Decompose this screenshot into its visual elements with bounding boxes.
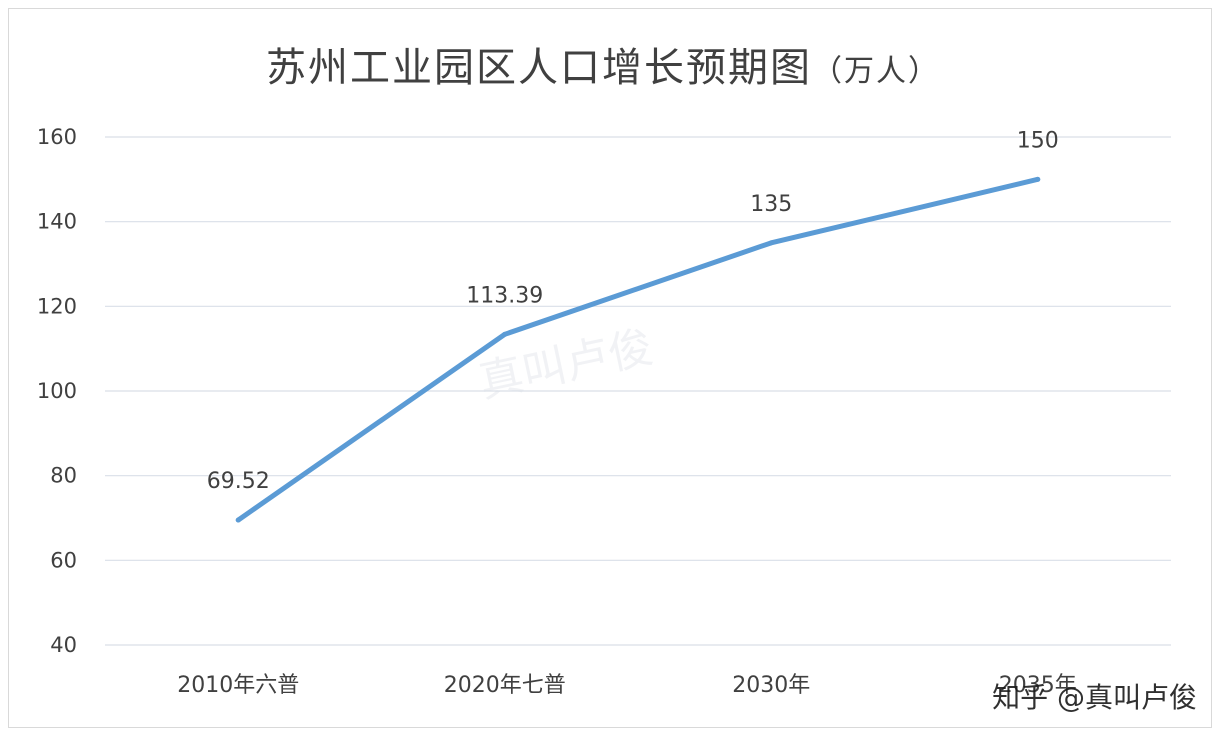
y-tick-label: 60 [50,548,77,572]
chart-frame: 真叫卢俊 40 60 80 100 120 140 160 2010年六普 2020年七普 20… [8,8,1212,728]
x-category-label: 2030年 [732,673,810,698]
data-label: 113.39 [466,283,543,308]
series-line [235,176,1041,523]
data-point [1035,176,1041,182]
x-category-label: 2010年六普 [177,673,299,698]
y-tick-label: 80 [50,464,77,488]
chart-title-main: 苏州工业园区人口增长预期图 [266,45,812,91]
gridlines [105,136,1171,646]
data-point [768,240,774,246]
watermark: 知乎 @真叫卢俊 [992,681,1197,714]
data-label: 135 [750,192,792,217]
chart-title-unit: （万人） [812,54,940,89]
chart-title: 苏州工业园区人口增长预期图（万人） [266,45,940,91]
data-point [235,517,241,523]
y-tick-label: 160 [37,125,77,149]
series-group [235,176,1041,523]
x-category-label: 2020年七普 [444,673,566,698]
y-tick-label: 120 [37,294,77,318]
y-axis-ticks: 40 60 80 100 120 140 160 [37,125,77,657]
data-label: 69.52 [207,469,270,494]
y-tick-label: 140 [37,210,77,234]
data-labels: 69.52 113.39 135 150 [207,128,1059,494]
x-axis-categories: 2010年六普 2020年七普 2030年 2035年 [177,673,1077,698]
y-tick-label: 40 [50,633,77,657]
data-label: 150 [1017,128,1059,153]
y-tick-label: 100 [37,379,77,403]
data-point [502,331,508,337]
x-category-label: 2035年 [999,673,1077,698]
